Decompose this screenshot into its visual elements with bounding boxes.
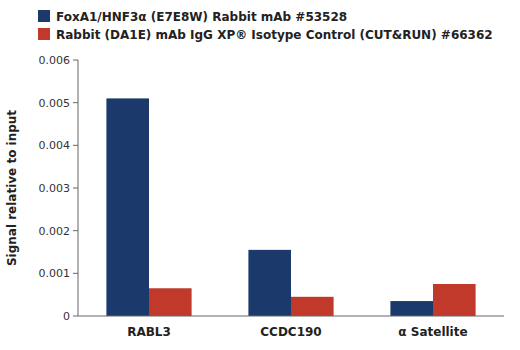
y-tick-label: 0.001 <box>39 267 71 280</box>
bar <box>291 297 334 316</box>
y-tick <box>73 273 78 274</box>
x-axis: RABL3 CCDC190 α Satellite <box>127 325 467 339</box>
legend-label: FoxA1/HNF3α (E7E8W) Rabbit mAb #53528 <box>56 10 347 24</box>
y-tick-label: 0.006 <box>39 54 71 67</box>
x-tick-label: CCDC190 <box>260 325 321 339</box>
bar <box>390 301 433 316</box>
y-tick <box>73 102 78 103</box>
y-tick <box>73 316 78 317</box>
x-tick-label: α Satellite <box>398 325 467 339</box>
y-tick-label: 0.003 <box>39 182 71 195</box>
bars <box>106 98 475 316</box>
y-tick <box>73 60 78 61</box>
y-axis-line <box>78 60 79 316</box>
bar <box>149 288 192 316</box>
x-tick-label: RABL3 <box>127 325 171 339</box>
legend-label: Rabbit (DA1E) mAb IgG XP® Isotype Contro… <box>56 28 493 42</box>
bar <box>106 98 149 316</box>
y-tick <box>73 188 78 189</box>
y-tick <box>73 145 78 146</box>
y-axis: 0 0.001 0.002 0.003 0.004 0.005 0.006 <box>39 54 79 323</box>
y-tick-label: 0 <box>63 310 70 323</box>
chart-container: FoxA1/HNF3α (E7E8W) Rabbit mAb #53528 Rab… <box>0 0 520 350</box>
y-axis-label: Signal relative to input <box>5 110 19 266</box>
y-tick-label: 0.004 <box>39 139 71 152</box>
y-tick <box>73 230 78 231</box>
x-axis-line <box>78 316 504 317</box>
bar <box>433 284 476 316</box>
legend: FoxA1/HNF3α (E7E8W) Rabbit mAb #53528 Rab… <box>38 10 493 42</box>
bar <box>248 250 291 316</box>
legend-swatch <box>38 10 50 22</box>
y-tick-label: 0.005 <box>39 97 71 110</box>
legend-swatch <box>38 28 50 40</box>
y-tick-label: 0.002 <box>39 225 71 238</box>
chart: FoxA1/HNF3α (E7E8W) Rabbit mAb #53528 Rab… <box>0 0 520 350</box>
